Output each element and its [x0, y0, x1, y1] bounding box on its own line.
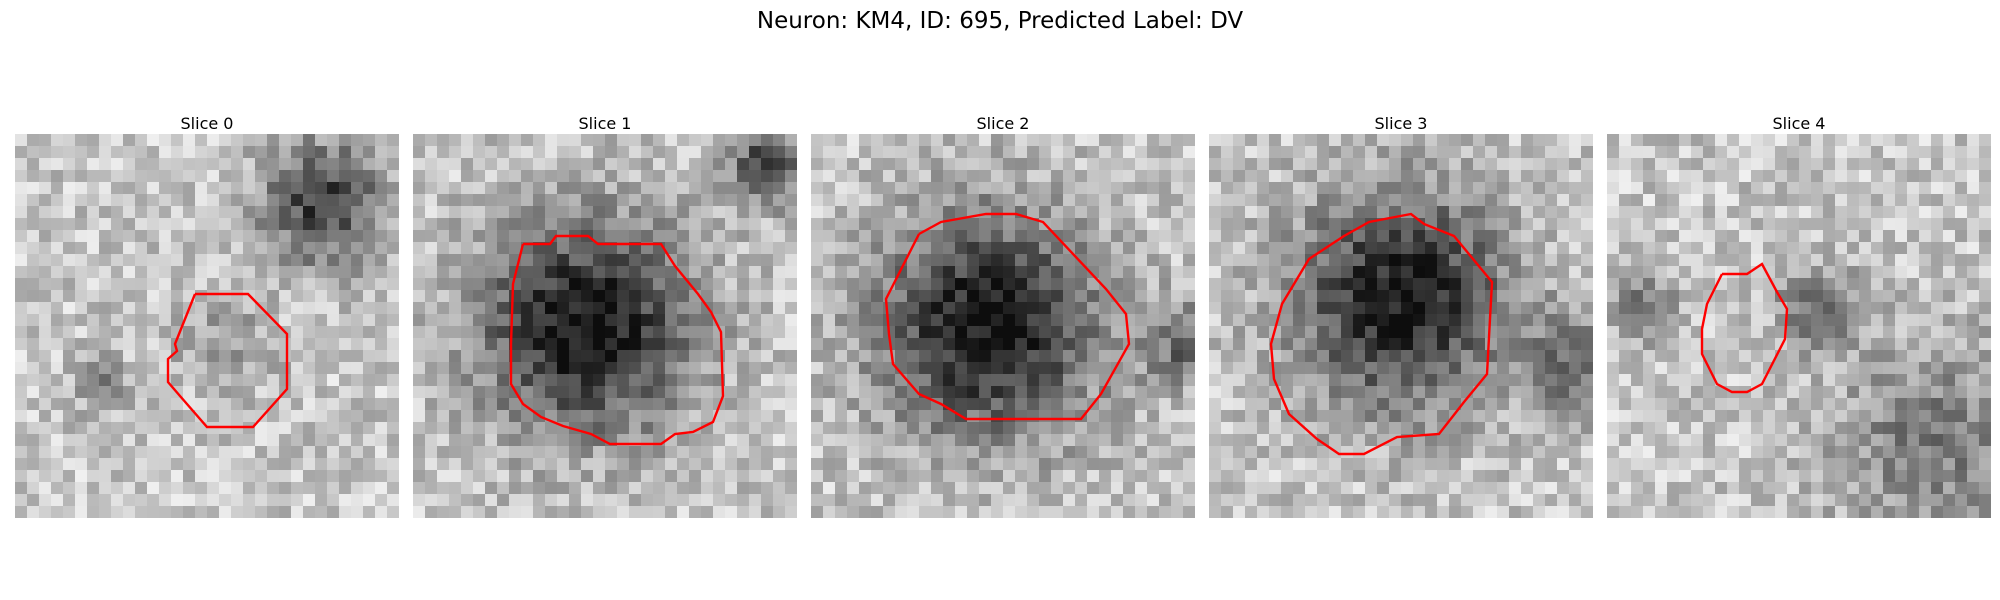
slice-panel-4: Slice 4: [1607, 112, 1991, 518]
slice-panel-2: Slice 2: [811, 112, 1195, 518]
roi-contour-0: [166, 292, 289, 429]
grayscale-slice-4: [1607, 134, 1991, 518]
grayscale-slice-2: [811, 134, 1195, 518]
roi-contour-2: [884, 212, 1131, 421]
roi-contour-4: [1700, 262, 1789, 394]
slice-panel-1: Slice 1: [413, 112, 797, 518]
slice-title-4: Slice 4: [1772, 114, 1826, 133]
slice-image-2: [811, 134, 1195, 518]
grayscale-slice-3: [1209, 134, 1593, 518]
roi-contour-3: [1269, 212, 1494, 456]
roi-outline-0: [166, 292, 289, 429]
slice-panel-0: Slice 0: [15, 112, 399, 518]
slice-image-0: [15, 134, 399, 518]
grayscale-slice-1: [413, 134, 797, 518]
roi-outline-3: [1269, 212, 1494, 456]
roi-outline-4: [1700, 262, 1789, 394]
figure-title: Neuron: KM4, ID: 695, Predicted Label: D…: [756, 8, 1244, 34]
slice-title-3: Slice 3: [1374, 114, 1428, 133]
slice-title-2: Slice 2: [976, 114, 1030, 133]
roi-contour-1: [509, 234, 725, 446]
grayscale-slice-0: [15, 134, 399, 518]
slice-image-4: [1607, 134, 1991, 518]
slice-image-3: [1209, 134, 1593, 518]
slice-title-1: Slice 1: [578, 114, 632, 133]
roi-outline-2: [884, 212, 1131, 421]
roi-outline-1: [509, 234, 725, 446]
slice-image-1: [413, 134, 797, 518]
slice-title-0: Slice 0: [180, 114, 234, 133]
slice-panel-3: Slice 3: [1209, 112, 1593, 518]
